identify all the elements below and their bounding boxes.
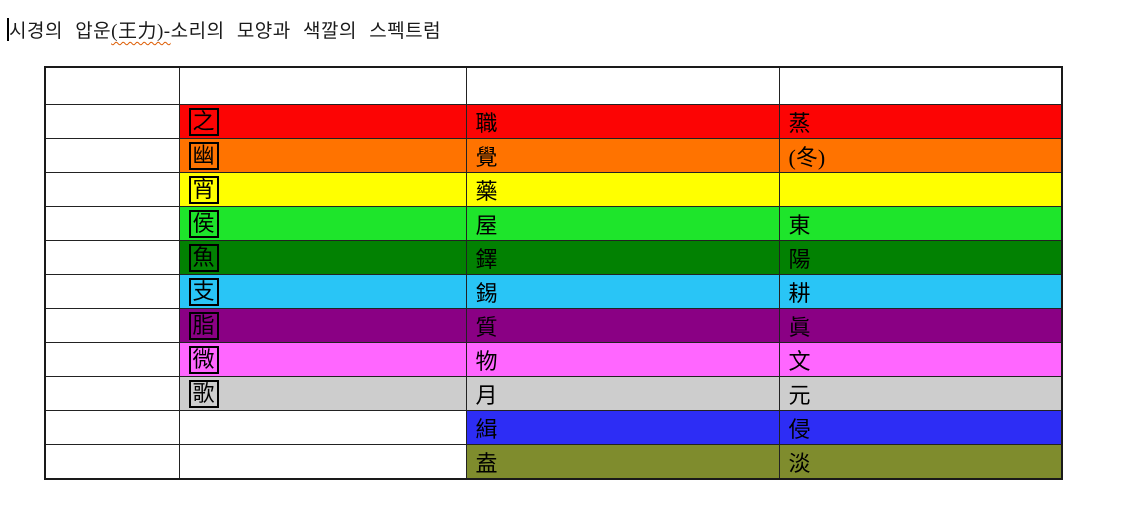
table-row: 歌 月 元: [44, 376, 1063, 411]
cell-text: 文: [788, 348, 811, 374]
table-row: 微 物 文: [44, 342, 1063, 377]
table-row: 緝 侵: [44, 410, 1063, 445]
table-row: 幽 覺 (冬): [44, 138, 1063, 173]
table-cell[interactable]: 宵: [178, 172, 467, 207]
cell-text: 屋: [475, 212, 498, 238]
cell-text: 眞: [788, 314, 811, 340]
table-cell[interactable]: [44, 66, 180, 105]
table-cell[interactable]: 鐸: [465, 240, 780, 275]
table-header-row: [44, 66, 1063, 105]
cell-text: 陽: [788, 246, 811, 272]
boxed-character: 魚: [188, 243, 219, 272]
table-cell[interactable]: 緝: [465, 410, 780, 445]
table-cell[interactable]: [44, 444, 180, 480]
text-cursor: [7, 18, 9, 41]
table-row: 盍 淡: [44, 444, 1063, 480]
cell-text: 耕: [788, 280, 811, 306]
table-cell[interactable]: 東: [778, 206, 1063, 241]
cell-text: 月: [475, 382, 498, 408]
cell-text: 物: [475, 348, 498, 374]
table-cell[interactable]: 錫: [465, 274, 780, 309]
cell-text: 蒸: [788, 110, 811, 136]
table-cell[interactable]: 支: [178, 274, 467, 309]
cell-text: 質: [475, 314, 498, 340]
cell-text: 侵: [788, 416, 811, 442]
table-cell[interactable]: 幽: [178, 138, 467, 173]
table-cell[interactable]: [44, 240, 180, 275]
table-row: 之 職 蒸: [44, 104, 1063, 139]
rhyme-spectrum-table: 之 職 蒸 幽 覺 (冬) 宵 藥 侯 屋 東: [44, 66, 1063, 480]
cell-text: 職: [475, 110, 498, 136]
table-cell[interactable]: 之: [178, 104, 467, 139]
table-row: 侯 屋 東: [44, 206, 1063, 241]
table-row: 支 錫 耕: [44, 274, 1063, 309]
cell-text: 緝: [475, 416, 498, 442]
cell-text: 鐸: [475, 246, 498, 272]
table-cell[interactable]: 物: [465, 342, 780, 377]
table-cell[interactable]: [178, 444, 467, 480]
table-cell[interactable]: [465, 66, 780, 105]
title-text-2: 소리의 모양과 색깔의 스펙트럼: [170, 21, 442, 42]
cell-text: 盍: [475, 450, 498, 476]
table-cell[interactable]: 元: [778, 376, 1063, 411]
table-cell[interactable]: 質: [465, 308, 780, 343]
table-cell[interactable]: 耕: [778, 274, 1063, 309]
table-cell[interactable]: [778, 66, 1063, 105]
table-cell[interactable]: 文: [778, 342, 1063, 377]
title-text-1: 시경의 압운: [9, 21, 112, 42]
table-cell[interactable]: [44, 376, 180, 411]
boxed-character: 支: [188, 277, 219, 306]
table-cell[interactable]: [778, 172, 1063, 207]
table-cell[interactable]: 歌: [178, 376, 467, 411]
table-cell[interactable]: 脂: [178, 308, 467, 343]
boxed-character: 之: [188, 107, 219, 136]
boxed-character: 幽: [188, 141, 219, 170]
table-row: 宵 藥: [44, 172, 1063, 207]
table-cell[interactable]: 陽: [778, 240, 1063, 275]
boxed-character: 歌: [188, 379, 219, 408]
cell-text: 藥: [475, 178, 498, 204]
table-cell[interactable]: 覺: [465, 138, 780, 173]
cell-text: (冬): [788, 144, 826, 170]
table-cell[interactable]: [44, 410, 180, 445]
boxed-character: 微: [188, 345, 219, 374]
table-cell[interactable]: 微: [178, 342, 467, 377]
table-cell[interactable]: [178, 66, 467, 105]
table-cell[interactable]: [44, 308, 180, 343]
table-cell[interactable]: [44, 342, 180, 377]
cell-text: 東: [788, 212, 811, 238]
boxed-character: 侯: [188, 209, 219, 238]
table-cell[interactable]: [44, 274, 180, 309]
boxed-character: 脂: [188, 311, 219, 340]
table-cell[interactable]: 藥: [465, 172, 780, 207]
table-cell[interactable]: 盍: [465, 444, 780, 480]
table-cell[interactable]: 屋: [465, 206, 780, 241]
document-title[interactable]: 시경의 압운(王力)-소리의 모양과 색깔의 스펙트럼: [7, 16, 441, 43]
table-row: 魚 鐸 陽: [44, 240, 1063, 275]
boxed-character: 宵: [188, 175, 219, 204]
cell-text: 錫: [475, 280, 498, 306]
table-cell[interactable]: [44, 138, 180, 173]
table-cell[interactable]: 魚: [178, 240, 467, 275]
title-spellcheck-segment: (王力)-: [111, 21, 171, 42]
table-cell[interactable]: 侯: [178, 206, 467, 241]
table-cell[interactable]: 侵: [778, 410, 1063, 445]
table-cell[interactable]: 眞: [778, 308, 1063, 343]
table-cell[interactable]: 職: [465, 104, 780, 139]
table-cell[interactable]: 淡: [778, 444, 1063, 480]
cell-text: 元: [788, 382, 811, 408]
table-cell[interactable]: 月: [465, 376, 780, 411]
cell-text: 淡: [788, 450, 811, 476]
table-cell[interactable]: (冬): [778, 138, 1063, 173]
table-cell[interactable]: [44, 104, 180, 139]
table-row: 脂 質 眞: [44, 308, 1063, 343]
table-cell[interactable]: 蒸: [778, 104, 1063, 139]
table-cell[interactable]: [178, 410, 467, 445]
table-cell[interactable]: [44, 206, 180, 241]
cell-text: 覺: [475, 144, 498, 170]
table-cell[interactable]: [44, 172, 180, 207]
